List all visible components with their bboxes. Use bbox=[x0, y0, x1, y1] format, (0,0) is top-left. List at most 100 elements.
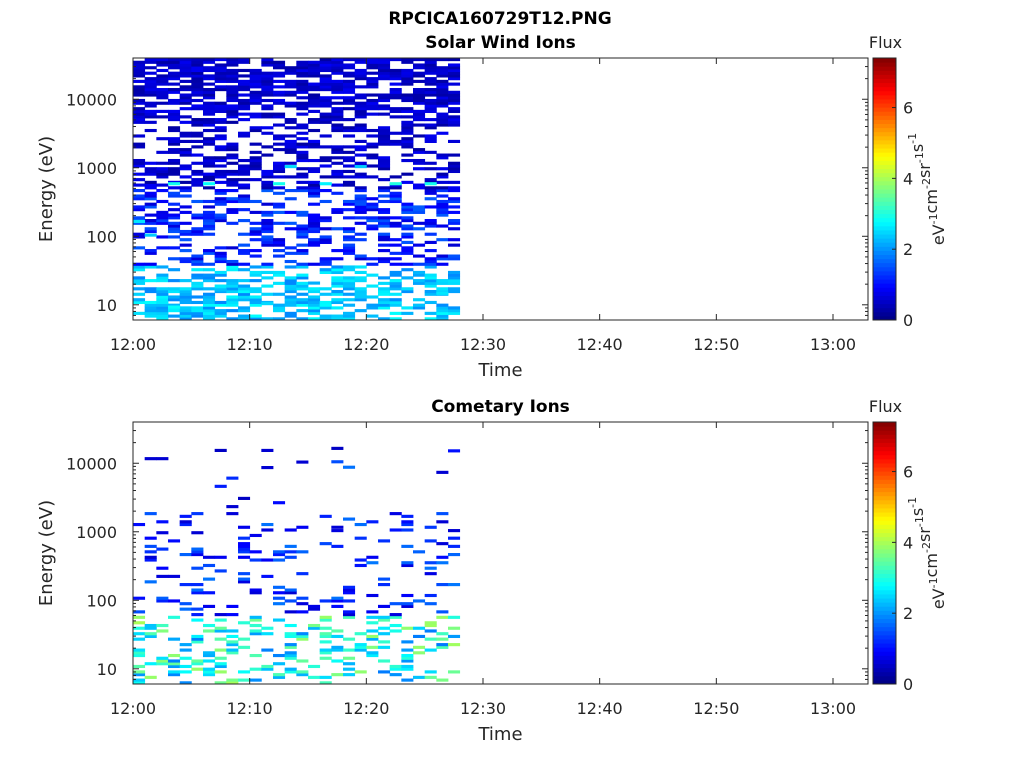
heatmap-cell bbox=[448, 254, 461, 258]
heatmap-cell bbox=[168, 246, 181, 250]
heatmap-cell bbox=[424, 262, 437, 266]
heatmap-cell bbox=[238, 169, 251, 174]
heatmap-cell bbox=[401, 667, 414, 671]
heatmap-cell bbox=[214, 63, 227, 67]
heatmap-cell bbox=[273, 66, 286, 70]
heatmap-cell bbox=[448, 153, 461, 157]
heatmap-cell bbox=[331, 172, 344, 176]
heatmap-cell bbox=[319, 85, 332, 89]
colorbar-segment bbox=[873, 242, 896, 247]
heatmap-cell bbox=[343, 662, 356, 666]
heatmap-cell bbox=[238, 232, 251, 236]
heatmap-cell bbox=[319, 300, 332, 305]
heatmap-cell bbox=[144, 634, 157, 639]
heatmap-cell bbox=[144, 626, 157, 630]
heatmap-cell bbox=[214, 156, 227, 160]
heatmap-cell bbox=[191, 287, 204, 291]
heatmap-cell bbox=[214, 656, 227, 660]
heatmap-cell bbox=[226, 300, 239, 305]
heatmap-cell bbox=[249, 615, 262, 619]
heatmap-cell bbox=[191, 667, 204, 671]
heatmap-cell bbox=[144, 309, 157, 313]
heatmap-cell bbox=[261, 466, 274, 470]
heatmap-cell bbox=[401, 58, 414, 62]
heatmap-cell bbox=[203, 142, 216, 146]
heatmap-cell bbox=[436, 180, 449, 184]
heatmap-cell bbox=[191, 98, 204, 103]
heatmap-cell bbox=[389, 292, 402, 296]
heatmap-cell bbox=[296, 74, 309, 78]
heatmap-cell bbox=[401, 180, 414, 184]
heatmap-cell bbox=[401, 115, 414, 119]
heatmap-cell bbox=[424, 90, 437, 94]
heatmap-cell bbox=[436, 254, 449, 258]
heatmap-cell bbox=[331, 79, 344, 83]
heatmap-cell bbox=[203, 90, 216, 94]
heatmap-cell bbox=[296, 82, 309, 86]
colorbar-segment bbox=[873, 307, 896, 313]
heatmap-cell bbox=[284, 289, 297, 294]
heatmap-cell bbox=[226, 180, 239, 184]
colorbar-segment bbox=[873, 442, 896, 448]
colorbar-tick-label: 2 bbox=[903, 604, 913, 623]
heatmap-cell bbox=[296, 210, 309, 214]
heatmap-cell bbox=[273, 79, 286, 83]
heatmap-cell bbox=[156, 531, 169, 535]
heatmap-cell bbox=[366, 77, 379, 81]
heatmap-cell bbox=[249, 249, 262, 253]
heatmap-cell bbox=[378, 303, 391, 307]
heatmap-cell bbox=[378, 126, 391, 130]
heatmap-cell bbox=[401, 77, 414, 81]
heatmap-cell bbox=[343, 175, 356, 179]
heatmap-cell bbox=[214, 648, 227, 652]
heatmap-cell bbox=[343, 145, 356, 149]
heatmap-cell bbox=[389, 270, 402, 275]
heatmap-cell bbox=[319, 82, 332, 86]
heatmap-cell bbox=[168, 109, 181, 113]
colorbar-segment bbox=[873, 221, 896, 227]
heatmap-cell bbox=[296, 273, 309, 277]
heatmap-cell bbox=[413, 98, 426, 103]
heatmap-cell bbox=[319, 156, 332, 160]
heatmap-cell bbox=[168, 74, 181, 78]
heatmap-cell bbox=[214, 254, 227, 258]
heatmap-cell bbox=[249, 678, 262, 682]
heatmap-cell bbox=[133, 279, 146, 283]
heatmap-cell bbox=[238, 298, 251, 302]
heatmap-cell bbox=[424, 224, 437, 228]
heatmap-cell bbox=[179, 98, 192, 103]
heatmap-cell bbox=[191, 139, 204, 143]
heatmap-cell bbox=[378, 208, 391, 212]
heatmap-cell bbox=[191, 314, 204, 318]
heatmap-cell bbox=[389, 281, 402, 285]
colorbar-segment bbox=[873, 499, 896, 505]
heatmap-cell bbox=[261, 270, 274, 275]
heatmap-cell bbox=[203, 268, 216, 272]
heatmap-cell bbox=[249, 142, 262, 146]
heatmap-cell bbox=[191, 90, 204, 94]
colorbar-segment bbox=[873, 180, 896, 186]
heatmap-cell bbox=[238, 309, 251, 313]
heatmap-cell bbox=[226, 221, 239, 225]
heatmap-cell bbox=[249, 167, 262, 171]
heatmap-cell bbox=[168, 77, 181, 81]
heatmap-cell bbox=[168, 227, 181, 231]
heatmap-cell bbox=[319, 66, 332, 70]
heatmap-cell bbox=[448, 167, 461, 171]
heatmap-cell bbox=[238, 186, 251, 190]
heatmap-cell bbox=[203, 107, 216, 111]
heatmap-cell bbox=[214, 88, 227, 92]
heatmap-cell bbox=[238, 496, 251, 500]
heatmap-cell bbox=[203, 77, 216, 81]
heatmap-cell bbox=[144, 128, 157, 133]
colorbar-segment bbox=[873, 622, 896, 628]
heatmap-cell bbox=[331, 249, 344, 253]
heatmap-cell bbox=[226, 287, 239, 291]
heatmap-cell bbox=[249, 303, 262, 307]
heatmap-cell bbox=[436, 213, 449, 217]
heatmap-cell bbox=[226, 268, 239, 272]
heatmap-cell bbox=[413, 148, 426, 152]
x-tick-label: 12:40 bbox=[577, 699, 623, 718]
heatmap-cell bbox=[413, 205, 426, 209]
heatmap-cell bbox=[389, 191, 402, 195]
